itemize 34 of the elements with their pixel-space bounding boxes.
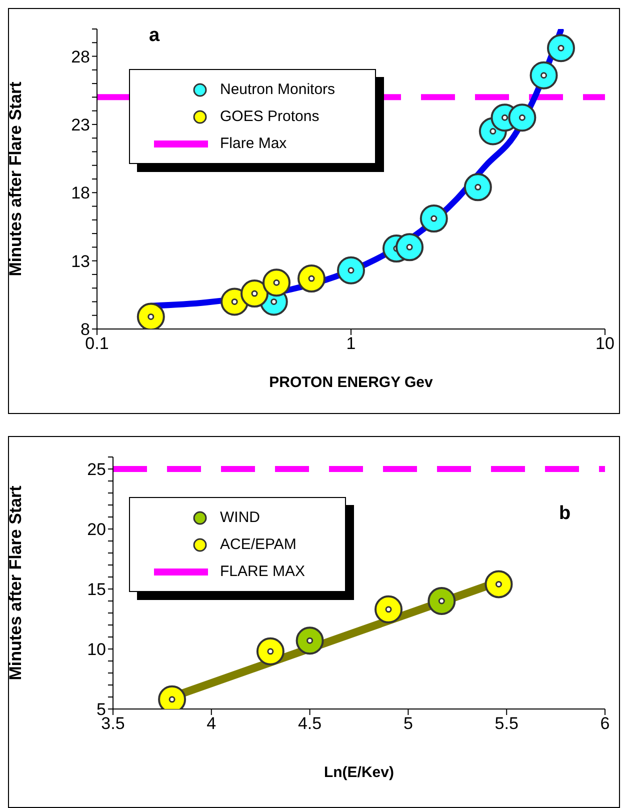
x-tick-label: 5: [403, 714, 413, 734]
point: [256, 637, 284, 666]
y-axis-title: Minutes after Flare Start: [6, 81, 26, 276]
x-tick-label: 10: [596, 334, 614, 354]
legend-label: ACE/EPAM: [220, 536, 296, 553]
x-tick-label: 4.5: [298, 714, 322, 734]
x-axis-title: PROTON ENERGY Gev: [269, 374, 434, 391]
y-tick-label: 18: [71, 184, 90, 203]
point: [374, 595, 403, 624]
point: [428, 587, 456, 615]
legend-label: Neutron Monitors: [220, 81, 336, 98]
y-tick-label: 28: [71, 47, 90, 66]
point: [296, 626, 324, 655]
x-tick-label: 0.1: [85, 334, 109, 354]
y-axis-title: Minutes after Flare Start: [6, 485, 26, 680]
x-tick-label: 6: [600, 714, 610, 734]
x-tick-label: 1: [346, 334, 356, 354]
legend-label: WIND: [220, 509, 260, 526]
x-tick-label: 5.5: [494, 714, 518, 734]
legend-label: Flare Max: [220, 135, 287, 152]
annotation: a: [149, 25, 160, 47]
y-tick-label: 15: [87, 580, 106, 600]
legend-label: FLARE MAX: [220, 563, 306, 580]
annotation: b: [559, 503, 571, 525]
legend-label: GOES Protons: [220, 108, 320, 125]
y-tick-label: 25: [87, 460, 106, 480]
x-tick-label: 4: [206, 714, 216, 734]
y-tick-label: 23: [71, 115, 90, 134]
y-tick-label: 20: [87, 520, 106, 540]
y-tick-label: 13: [71, 252, 90, 271]
x-axis-title: Ln(E/Kev): [324, 764, 394, 781]
y-tick-label: 10: [87, 640, 106, 660]
point: [484, 570, 513, 598]
x-tick-label: 3.5: [101, 714, 125, 734]
